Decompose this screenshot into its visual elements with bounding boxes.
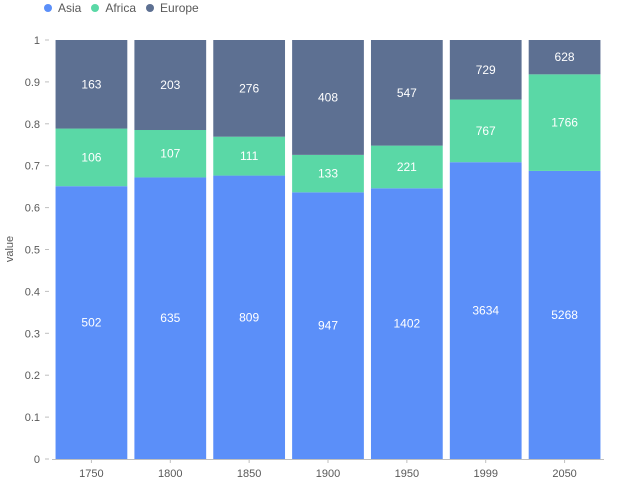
legend-item-africa[interactable]: Africa [91, 1, 136, 15]
bar-segment-europe[interactable] [292, 40, 364, 155]
data-label: 133 [318, 167, 338, 181]
bar-segment-europe[interactable] [370, 40, 443, 146]
bar-segment-africa[interactable] [370, 145, 443, 189]
x-tick-label: 1999 [473, 468, 497, 480]
data-label: 635 [160, 311, 180, 325]
legend: Asia Africa Europe [44, 0, 209, 16]
legend-item-europe[interactable]: Europe [146, 1, 199, 15]
bar-segment-asia[interactable] [55, 186, 128, 460]
bars [55, 40, 601, 460]
y-tick-label: 1 [34, 35, 40, 47]
bar-segment-asia[interactable] [528, 170, 601, 459]
data-label: 3634 [472, 304, 499, 318]
bar-segment-asia[interactable] [134, 177, 207, 459]
data-label: 502 [81, 316, 101, 330]
bar-segment-africa[interactable] [55, 128, 128, 187]
data-label: 5268 [551, 308, 578, 322]
x-tick-label: 1950 [395, 468, 419, 480]
x-tick-label: 1800 [158, 468, 182, 480]
bar-segment-africa[interactable] [449, 99, 522, 163]
data-label: 111 [240, 149, 259, 163]
data-labels: 502 106 163 635 107 203 809 111 276 947 133 408 1402… [81, 50, 578, 332]
y-tick-label: 0.7 [25, 161, 40, 173]
data-label: 221 [397, 160, 417, 174]
y-tick-label: 0.9 [25, 77, 40, 89]
y-tick-label: 0 [34, 454, 40, 466]
bar-segment-africa[interactable] [292, 154, 364, 193]
y-tick-label: 0.3 [25, 328, 40, 340]
bar-segment-asia[interactable] [449, 162, 522, 459]
y-axis: 0 0.1 0.2 0.3 0.4 0.5 0.6 0.7 0.8 0.9 1 [25, 35, 49, 466]
legend-label-europe: Europe [160, 1, 199, 15]
legend-label-asia: Asia [58, 1, 82, 15]
bar-segment-africa[interactable] [213, 136, 286, 176]
x-tick-label: 1850 [237, 468, 261, 480]
data-label: 628 [555, 50, 575, 64]
bar-segment-europe[interactable] [449, 40, 522, 100]
legend-marker-europe [146, 4, 155, 12]
data-label: 1402 [394, 317, 421, 331]
data-label: 107 [160, 147, 180, 161]
x-tick-label: 2050 [552, 468, 576, 480]
bar-segment-asia[interactable] [213, 175, 286, 459]
legend-label-africa: Africa [105, 1, 137, 15]
data-label: 809 [239, 310, 259, 324]
bar-segment-europe[interactable] [134, 40, 207, 131]
y-tick-label: 0.1 [25, 412, 40, 424]
y-tick-label: 0.6 [25, 203, 40, 215]
bar-segment-europe[interactable] [213, 40, 286, 137]
data-label: 767 [476, 124, 496, 138]
x-tick-label: 1750 [79, 468, 103, 480]
data-label: 106 [81, 150, 101, 164]
data-label: 276 [239, 81, 259, 95]
bar-segment-africa[interactable] [134, 130, 207, 178]
y-tick-label: 0.8 [25, 119, 40, 131]
legend-marker-asia [44, 4, 52, 12]
data-label: 547 [397, 86, 417, 100]
data-label: 408 [318, 90, 338, 104]
data-label: 947 [318, 319, 338, 333]
x-axis: 1750 1800 1850 1900 1950 1999 2050 [52, 459, 604, 480]
y-tick-label: 0.2 [25, 370, 40, 382]
bar-segment-europe[interactable] [55, 40, 128, 129]
legend-item-asia[interactable]: Asia [44, 1, 81, 15]
x-tick-label: 1900 [316, 468, 340, 480]
bar-segment-asia[interactable] [370, 188, 443, 459]
y-tick-label: 0.4 [25, 286, 40, 298]
legend-marker-africa [91, 4, 100, 12]
data-label: 203 [160, 78, 180, 92]
y-axis-title: value [4, 236, 16, 262]
data-label: 163 [81, 77, 101, 91]
bar-segment-europe[interactable] [528, 40, 601, 75]
y-tick-label: 0.5 [25, 245, 40, 257]
data-label: 729 [476, 63, 496, 77]
data-label: 1766 [551, 116, 578, 130]
bar-segment-asia[interactable] [292, 192, 364, 459]
bar-segment-africa[interactable] [528, 74, 601, 171]
